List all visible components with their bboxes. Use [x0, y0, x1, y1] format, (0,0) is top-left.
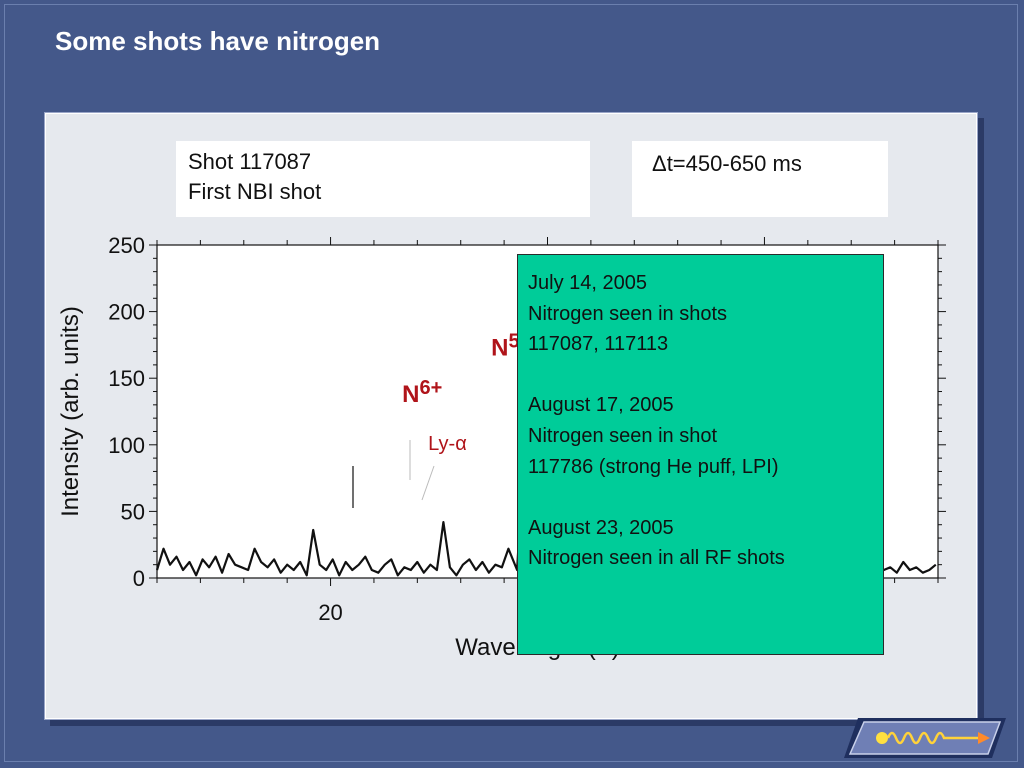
x-tick-label: 20 — [318, 600, 342, 625]
note-line: 117087, 117113 — [528, 333, 669, 356]
shot-number: Shot 117087 — [188, 149, 312, 174]
slide-title: Some shots have nitrogen — [55, 26, 381, 56]
note-spacer — [528, 360, 883, 391]
y-tick-label: 200 — [108, 300, 145, 325]
y-tick-label: 150 — [108, 366, 145, 391]
note-line: Nitrogen seen in shots — [528, 302, 728, 325]
note-line: July 14, 2005 — [528, 272, 647, 294]
time-window-label: Δt=450-650 ms — [652, 151, 802, 176]
y-axis-label: Intensity (arb. units) — [57, 306, 84, 517]
slide-frame — [4, 4, 1018, 762]
shot-description: First NBI shot — [188, 179, 322, 204]
note-line: Nitrogen seen in shot — [528, 424, 718, 447]
time-window-box: Δt=450-650 ms — [632, 141, 888, 217]
annotation-text: Ly-α — [428, 433, 467, 455]
y-tick-label: 100 — [108, 433, 145, 458]
nitrogen-notes-box: July 14, 2005 Nitrogen seen in shots 11708… — [517, 254, 884, 655]
wave-logo-icon — [844, 718, 1006, 758]
note-line: August 17, 2005 — [528, 394, 674, 417]
notes-text: July 14, 2005 Nitrogen seen in shots 11708… — [528, 268, 883, 574]
note-line: 117786 (strong He puff, LPI) — [528, 455, 779, 478]
note-line: August 23, 2005 — [528, 516, 674, 539]
annotation-text: N — [491, 335, 508, 362]
note-spacer — [528, 482, 883, 513]
y-tick-label: 250 — [108, 233, 145, 258]
y-tick-label: 50 — [121, 499, 145, 524]
ion-label: N6+ — [402, 377, 442, 408]
annotation-superscript: 6+ — [419, 377, 442, 399]
shot-info-box: Shot 117087 First NBI shot — [176, 141, 590, 217]
y-pointer — [421, 465, 435, 501]
note-line: Nitrogen seen in all RF shots — [528, 547, 785, 570]
annotation-text: N — [402, 381, 419, 408]
line-label: Ly-α — [428, 433, 467, 455]
y-tick-label: 0 — [133, 566, 145, 591]
